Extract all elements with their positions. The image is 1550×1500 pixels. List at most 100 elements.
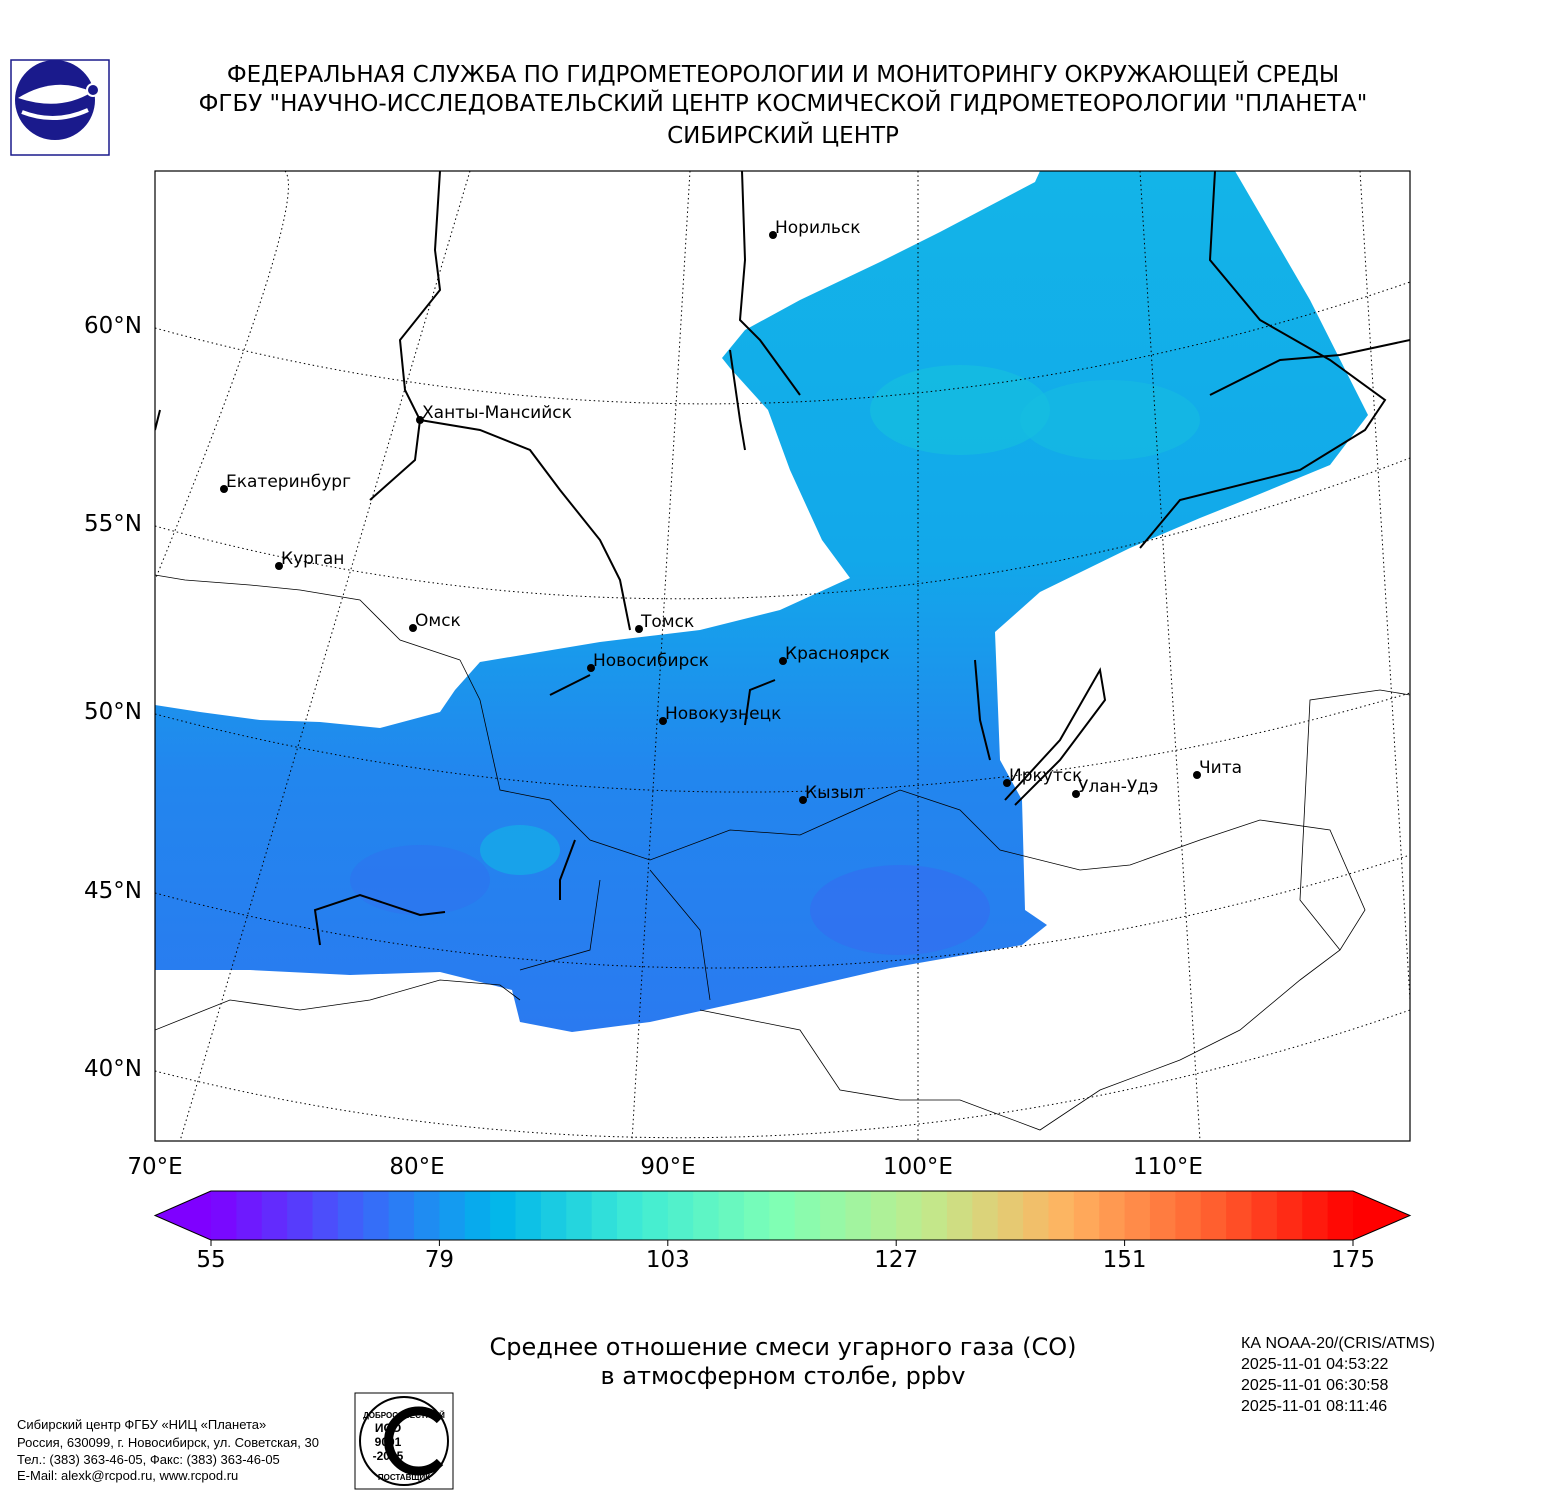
iso-top: ДОБРОСОВЕСТНЫЙ <box>363 1411 445 1420</box>
map-frame <box>154 170 1411 1142</box>
city-label: Томск <box>640 612 694 632</box>
colorbar-cell <box>515 1191 542 1240</box>
city-label: Иркутск <box>1009 766 1082 786</box>
city-label: Омск <box>415 611 461 631</box>
colorbar-cell <box>1124 1191 1151 1240</box>
iso-stamp <box>354 1392 454 1490</box>
city-dot <box>799 796 807 804</box>
colorbar-cell <box>743 1191 770 1240</box>
lon-label: 70°E <box>127 1154 182 1180</box>
satellite-line: 2025-11-01 04:53:22 <box>1241 1356 1388 1373</box>
colorbar-cell <box>566 1191 593 1240</box>
rivers <box>155 171 1410 946</box>
colorbar-tick-label: 127 <box>874 1247 918 1273</box>
map-area: Норильск Ханты-Мансийск Екатеринбург Курган… <box>155 171 1410 1141</box>
colorbar-cell <box>896 1191 923 1240</box>
colorbar-cell <box>1023 1191 1049 1240</box>
city-dot <box>1003 779 1011 787</box>
colorbar-cell <box>490 1191 517 1240</box>
colorbar-cell <box>1200 1191 1227 1240</box>
co-patch <box>870 365 1050 455</box>
colorbar-tick-label: 103 <box>646 1247 690 1273</box>
colorbar-cell <box>693 1191 720 1240</box>
header-line: ФЕДЕРАЛЬНАЯ СЛУЖБА ПО ГИДРОМЕТЕОРОЛОГИИ … <box>227 60 1339 88</box>
header-line: СИБИРСКИЙ ЦЕНТР <box>667 121 899 149</box>
colorbar-cell <box>946 1191 973 1240</box>
colorbar-tick-label: 79 <box>425 1247 454 1273</box>
satellite-line: 2025-11-01 08:11:46 <box>1241 1398 1387 1415</box>
city-label: Курган <box>281 549 344 569</box>
footer-line: E-Mail: alexk@rcpod.ru, www.rcpod.ru <box>17 1468 238 1483</box>
colorbar-extend-high <box>1353 1191 1410 1240</box>
city-label: Чита <box>1199 758 1242 778</box>
colorbar-tick-label: 175 <box>1331 1247 1375 1273</box>
lon-label: 80°E <box>389 1154 444 1180</box>
lat-label: 60°N <box>84 313 142 339</box>
colorbar-cell <box>236 1191 263 1240</box>
iso-line: -2015 <box>373 1449 404 1463</box>
colorbar-tick-label: 55 <box>196 1247 225 1273</box>
lon-label: 90°E <box>640 1154 695 1180</box>
colorbar-cell <box>261 1191 288 1240</box>
city-dot <box>779 657 787 665</box>
colorbar-cell <box>1099 1191 1126 1240</box>
colorbar-cell <box>642 1191 669 1240</box>
colorbar-cell <box>464 1191 491 1240</box>
colorbar-extend-low <box>155 1191 211 1240</box>
city-label: Екатеринбург <box>226 472 351 492</box>
city-label: Красноярск <box>785 644 890 664</box>
colorbar-cell <box>1226 1191 1252 1240</box>
header-line: ФГБУ "НАУЧНО-ИССЛЕДОВАТЕЛЬСКИЙ ЦЕНТР КОС… <box>199 89 1368 117</box>
colorbar-cell <box>667 1191 694 1240</box>
colorbar-cell <box>337 1191 364 1240</box>
graticule <box>155 171 1410 1141</box>
footer-line: Сибирский центр ФГБУ «НИЦ «Планета» <box>17 1417 266 1432</box>
colorbar-cell <box>414 1191 440 1240</box>
city-dot <box>220 485 228 493</box>
colorbar-cell <box>921 1191 948 1240</box>
city-label: Улан-Удэ <box>1078 777 1158 797</box>
colorbar-cell <box>1048 1191 1075 1240</box>
colorbar-cell <box>540 1191 567 1240</box>
caption-line: в атмосферном столбе, ppbv <box>600 1362 965 1390</box>
lat-label: 55°N <box>84 511 142 537</box>
colorbar-cell <box>388 1191 415 1240</box>
satellite-line: КА NOAA-20/(CRIS/ATMS) <box>1241 1335 1435 1352</box>
logo <box>10 59 110 156</box>
iso-line: 9001 <box>375 1435 402 1449</box>
lon-label: 110°E <box>1133 1154 1203 1180</box>
city-dot <box>769 231 777 239</box>
city-label: Кызыл <box>805 783 864 803</box>
colorbar-cell <box>1276 1191 1303 1240</box>
co-patch <box>480 825 560 875</box>
colorbar-cell <box>769 1191 796 1240</box>
colorbar-tick-label: 151 <box>1103 1247 1147 1273</box>
colorbar-cell <box>820 1191 846 1240</box>
iso-bottom: ПОСТАВЩИК <box>378 1473 430 1482</box>
colorbar-cell <box>312 1191 339 1240</box>
colorbar-cell <box>997 1191 1024 1240</box>
city-label: Норильск <box>775 218 861 238</box>
city-label: Ханты-Мансийск <box>422 403 572 423</box>
colorbar-cell <box>1302 1191 1329 1240</box>
colorbar-cell <box>591 1191 618 1240</box>
colorbar-cell <box>287 1191 314 1240</box>
colorbar-cell <box>1327 1191 1354 1240</box>
city-dot <box>659 717 667 725</box>
co-patch <box>810 865 990 955</box>
colorbar-cell <box>617 1191 643 1240</box>
colorbar-cell <box>1073 1191 1100 1240</box>
colorbar-cell <box>718 1191 745 1240</box>
borders <box>155 574 1410 1131</box>
colorbar-cell <box>363 1191 390 1240</box>
colorbar-cell <box>972 1191 999 1240</box>
lat-label: 40°N <box>84 1056 142 1082</box>
footer-line: Тел.: (383) 363-46-05, Факс: (383) 363-4… <box>17 1452 280 1467</box>
lon-label: 100°E <box>883 1154 953 1180</box>
iso-line: ИСО <box>375 1421 401 1435</box>
city-dot <box>635 625 643 633</box>
city-dot <box>1072 790 1080 798</box>
co-patch <box>1020 380 1200 460</box>
city-label: Новокузнецк <box>665 704 781 724</box>
